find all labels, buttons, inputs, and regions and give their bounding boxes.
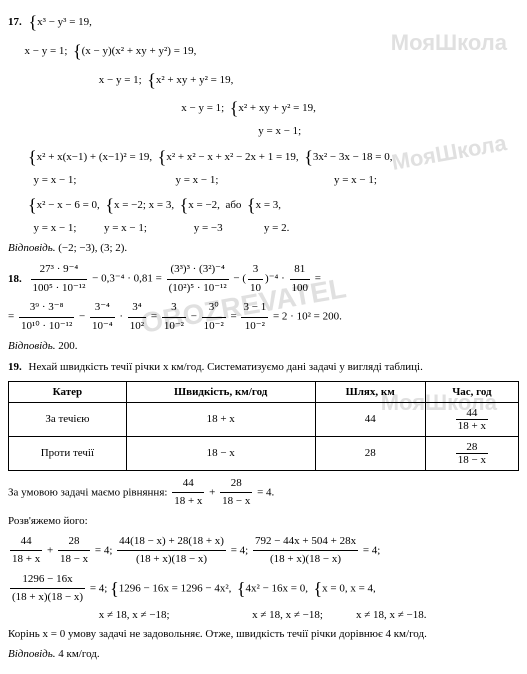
answer-line: Відповідь. 200. (8, 338, 519, 356)
math-step: {x² + x(x−1) + (x−1)² = 19, {x² + x² − x… (28, 143, 519, 189)
table-cell: 44 (315, 402, 425, 436)
problem-17: 17. {x³ − y³ = 19, x − y = 1; {(x − y)(x… (8, 8, 519, 141)
problem-number: 18. (8, 271, 22, 289)
problem-18: 18. 27³ · 9⁻⁴100⁵ · 10⁻¹² − 0,3⁻⁴ · 0,81… (8, 261, 519, 297)
problem-number: 19. (8, 359, 22, 377)
solve-label: Розв'яжемо його: (8, 513, 519, 531)
table-cell: Проти течії (9, 436, 127, 470)
math-step: {x² − x − 6 = 0, {x = −2; x = 3, {x = −2… (28, 191, 519, 237)
math-step: = 3⁹ · 3⁻⁸10¹⁰ · 10⁻¹² − 3⁻⁴10⁻⁴ · 3⁴10²… (8, 299, 519, 335)
conclusion: Корінь x = 0 умову задачі не задовольняє… (8, 626, 519, 644)
math-step: 4418 + x + 2818 − x = 4; 44(18 − x) + 28… (8, 533, 519, 569)
table-header: Катер (9, 381, 127, 402)
table-cell: За течією (9, 402, 127, 436)
table-header: Шлях, км (315, 381, 425, 402)
problem-19: 19. Нехай швидкість течії річки x км/год… (8, 359, 519, 377)
problem-number: 17. (8, 14, 22, 32)
page-content: 17. {x³ − y³ = 19, x − y = 1; {(x − y)(x… (8, 8, 519, 664)
table-cell: 18 + x (126, 402, 315, 436)
answer-line: Відповідь. (−2; −3), (3; 2). (8, 240, 519, 258)
table-row: За течією 18 + x 44 4418 + x (9, 402, 519, 436)
table-cell: 28 (315, 436, 425, 470)
table-cell: 2818 − x (425, 436, 518, 470)
math-step: 1296 − 16x(18 + x)(18 − x) = 4; {1296 − … (8, 571, 519, 625)
answer-line: Відповідь. 4 км/год. (8, 646, 519, 664)
table-row: Проти течії 18 − x 28 2818 − x (9, 436, 519, 470)
table-cell: 4418 + x (425, 402, 518, 436)
condition-text: За умовою задачі маємо рівняння: 4418 + … (8, 475, 519, 511)
table-header: Швидкість, км/год (126, 381, 315, 402)
table-header-row: Катер Швидкість, км/год Шлях, км Час, го… (9, 381, 519, 402)
data-table: Катер Швидкість, км/год Шлях, км Час, го… (8, 381, 519, 471)
table-header: Час, год (425, 381, 518, 402)
problem-text: Нехай швидкість течії річки x км/год. Си… (29, 361, 423, 373)
table-cell: 18 − x (126, 436, 315, 470)
